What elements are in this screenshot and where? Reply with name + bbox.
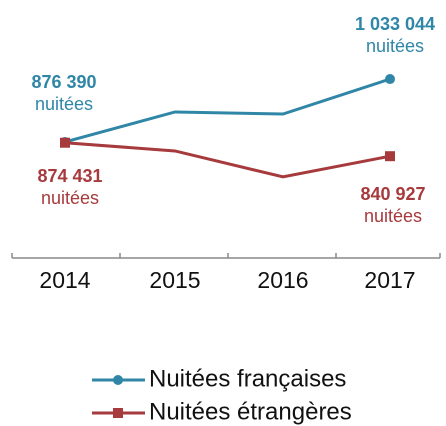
point-marker [385, 74, 395, 85]
legend-marker [113, 375, 123, 385]
point-marker [60, 137, 70, 148]
value-label: 1 033 044 [355, 14, 435, 34]
value-label-unit: nuitées [35, 94, 93, 114]
legend-label: Nuitées françaises [149, 365, 346, 392]
value-label: 840 927 [360, 184, 425, 204]
value-label-unit: nuitées [41, 188, 99, 208]
value-label-unit: nuitées [364, 206, 422, 226]
x-tick-label: 2014 [39, 267, 90, 293]
series-line [64, 77, 391, 144]
x-tick-label: 2017 [364, 267, 415, 293]
x-tick-label: 2016 [257, 267, 308, 293]
x-tick-label: 2015 [149, 267, 200, 293]
series-line [64, 141, 391, 179]
value-label: 874 431 [37, 166, 102, 186]
value-label-unit: nuitées [366, 36, 424, 56]
point-marker [385, 151, 395, 162]
value-label: 876 390 [31, 72, 96, 92]
legend-label: Nuitées étrangères [149, 398, 352, 425]
legend-marker [113, 408, 123, 418]
